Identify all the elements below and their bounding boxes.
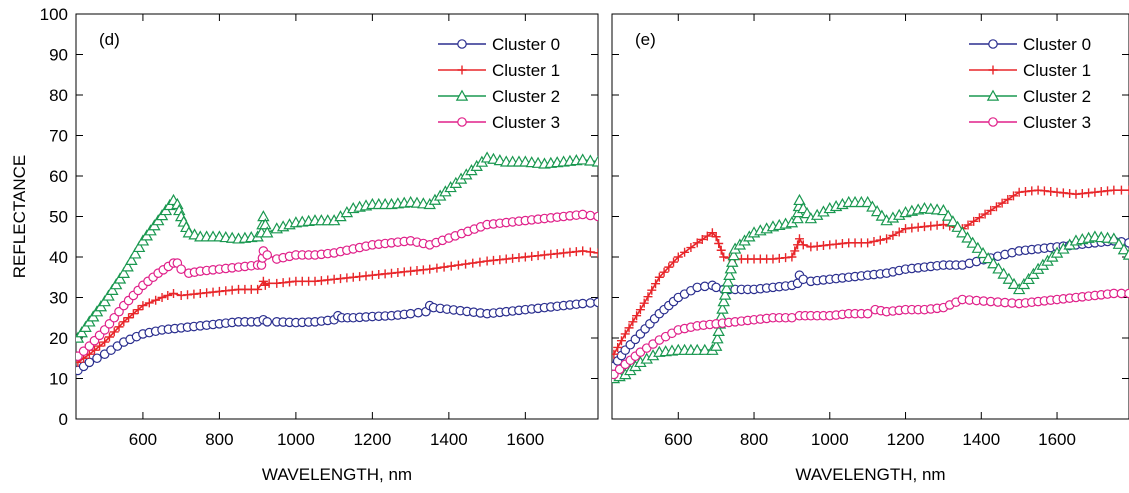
data-point	[432, 264, 441, 273]
data-point	[461, 260, 470, 269]
data-point	[447, 262, 456, 271]
data-point	[406, 310, 414, 318]
x-axis-label: WAVELENGTH, nm	[262, 465, 412, 484]
y-tick-label: 90	[49, 46, 68, 65]
data-point	[876, 236, 885, 245]
x-axis-label: WAVELENGTH, nm	[795, 465, 945, 484]
data-point	[85, 358, 93, 366]
x-tick-label: 1600	[506, 430, 544, 449]
series-group	[73, 153, 603, 375]
legend-marker	[989, 66, 998, 75]
x-tick-label: 600	[129, 430, 157, 449]
y-tick-label: 80	[49, 86, 68, 105]
legend-marker	[458, 40, 466, 48]
legend-label: Cluster 2	[1023, 87, 1091, 106]
legend-marker	[458, 118, 466, 126]
data-point	[578, 246, 587, 255]
chart-panel-0: 0 10 20 30 40 50 60 70 80 90 100 600 800 1000 1200 1400…	[10, 5, 603, 484]
y-tick-label: 0	[59, 410, 68, 429]
data-point	[1125, 186, 1129, 195]
x-tick-label: 800	[205, 430, 233, 449]
data-point	[594, 248, 603, 257]
panel-label: (d)	[99, 30, 120, 49]
data-point	[177, 265, 185, 273]
x-tick-label: 600	[664, 430, 692, 449]
legend-label: Cluster 0	[492, 35, 560, 54]
data-point	[586, 211, 594, 219]
x-tick-label: 1000	[277, 430, 315, 449]
data-point	[258, 211, 268, 220]
y-tick-label: 70	[49, 127, 68, 146]
legend-marker	[989, 40, 997, 48]
data-point	[594, 212, 602, 220]
data-point	[1125, 289, 1129, 297]
data-point	[594, 298, 602, 306]
legend-label: Cluster 1	[1023, 61, 1091, 80]
data-point	[863, 238, 872, 247]
data-point	[468, 259, 477, 268]
legend-label: Cluster 3	[1023, 113, 1091, 132]
data-point	[586, 247, 595, 256]
y-tick-label: 100	[40, 5, 68, 24]
data-point	[163, 291, 172, 300]
panel-label: (e)	[635, 30, 656, 49]
legend-label: Cluster 2	[492, 87, 560, 106]
data-point	[454, 261, 463, 270]
data-point	[440, 263, 449, 272]
data-point	[939, 220, 948, 229]
data-point	[869, 237, 878, 246]
chart-panel-1: 600 800 1000 1200 1400 1600 WAVELENGTH, nm (e) C…	[609, 14, 1129, 484]
data-point	[263, 251, 271, 259]
x-tick-label: 1400	[962, 430, 1000, 449]
y-tick-label: 10	[49, 370, 68, 389]
data-point	[414, 308, 422, 316]
y-tick-label: 20	[49, 329, 68, 348]
y-axis-label: REFLECTANCE	[10, 155, 29, 278]
series-line-3	[614, 293, 1129, 374]
y-tick-label: 30	[49, 289, 68, 308]
data-point	[475, 258, 484, 267]
legend-marker	[989, 118, 997, 126]
y-tick-label: 60	[49, 167, 68, 186]
x-tick-label: 1200	[353, 430, 391, 449]
x-tick-label: 1000	[811, 430, 849, 449]
legend-label: Cluster 1	[492, 61, 560, 80]
x-tick-label: 1600	[1038, 430, 1076, 449]
legend-label: Cluster 0	[1023, 35, 1091, 54]
data-point	[169, 289, 178, 298]
x-tick-label: 1200	[887, 430, 925, 449]
data-point	[1125, 239, 1129, 247]
legend-label: Cluster 3	[492, 113, 560, 132]
x-tick-label: 1400	[430, 430, 468, 449]
data-point	[425, 265, 434, 274]
x-tick-label: 800	[740, 430, 768, 449]
data-point	[263, 318, 271, 326]
data-point	[579, 210, 587, 218]
data-point	[93, 354, 101, 362]
y-tick-label: 50	[49, 208, 68, 227]
y-tick-label: 40	[49, 248, 68, 267]
legend-marker	[458, 66, 467, 75]
series-group	[609, 186, 1129, 383]
